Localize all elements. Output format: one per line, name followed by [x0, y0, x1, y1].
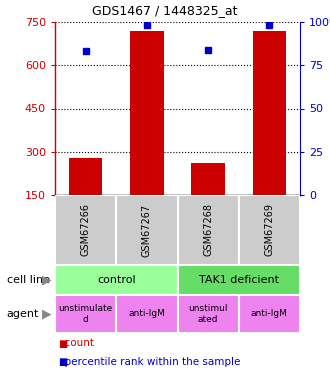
- Text: GSM67266: GSM67266: [81, 204, 91, 257]
- Text: ▶: ▶: [42, 273, 52, 286]
- Text: anti-IgM: anti-IgM: [251, 309, 288, 318]
- Text: unstimul
ated: unstimul ated: [188, 304, 228, 324]
- Text: percentile rank within the sample: percentile rank within the sample: [58, 357, 241, 368]
- Bar: [55, 265, 178, 295]
- Text: TAK1 deficient: TAK1 deficient: [199, 275, 279, 285]
- Text: GSM67268: GSM67268: [203, 204, 213, 257]
- Text: ▶: ▶: [42, 308, 52, 321]
- Text: GSM67269: GSM67269: [264, 204, 274, 257]
- Bar: [116, 295, 178, 333]
- Text: agent: agent: [7, 309, 39, 319]
- Text: control: control: [97, 275, 136, 285]
- Bar: [178, 195, 239, 265]
- Bar: [178, 295, 239, 333]
- Bar: [130, 31, 164, 195]
- Bar: [55, 195, 116, 265]
- Text: anti-IgM: anti-IgM: [128, 309, 165, 318]
- Bar: [69, 158, 103, 195]
- Bar: [178, 265, 300, 295]
- Bar: [116, 195, 178, 265]
- Text: GSM67267: GSM67267: [142, 203, 152, 256]
- Bar: [191, 163, 225, 195]
- Text: count: count: [58, 339, 94, 348]
- Bar: [239, 295, 300, 333]
- Text: ■: ■: [58, 357, 67, 368]
- Bar: [239, 195, 300, 265]
- Text: cell line: cell line: [7, 275, 50, 285]
- Text: ■: ■: [58, 339, 67, 348]
- Text: GDS1467 / 1448325_at: GDS1467 / 1448325_at: [92, 4, 238, 18]
- Bar: [55, 295, 116, 333]
- Text: unstimulate
d: unstimulate d: [58, 304, 113, 324]
- Bar: [252, 31, 286, 195]
